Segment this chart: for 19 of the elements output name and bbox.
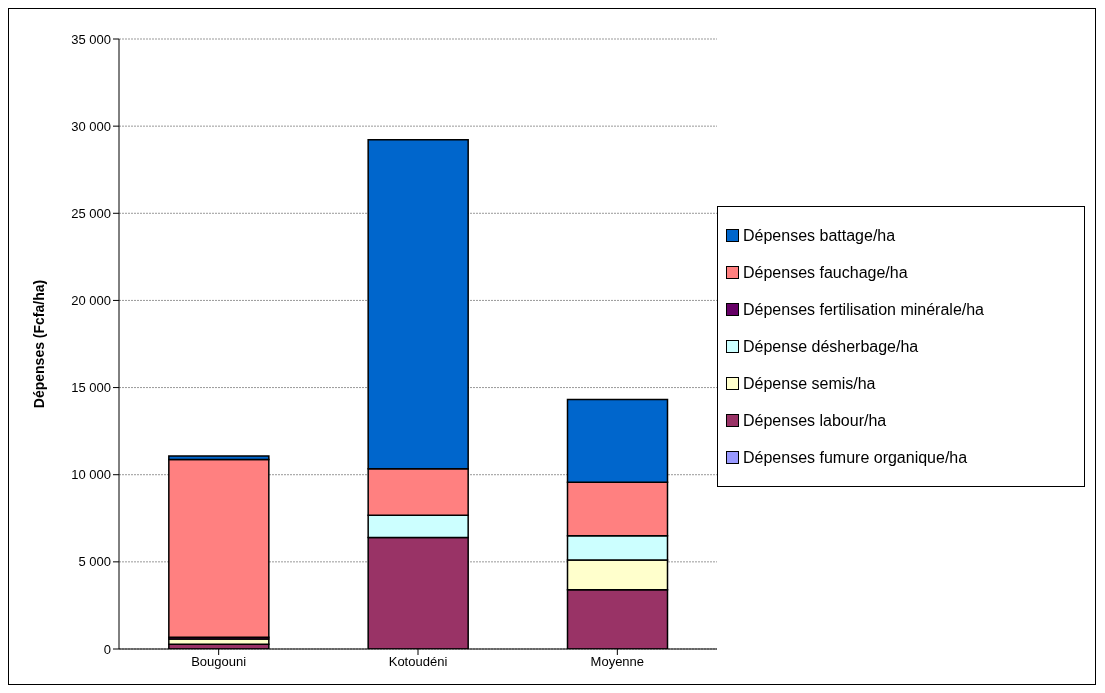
legend-label: Dépenses battage/ha [743,226,896,245]
x-tick-label: Kotoudéni [388,654,448,670]
y-tick-label: 5 000 [78,554,111,570]
legend-label: Dépenses labour/ha [743,411,887,430]
legend-label: Dépenses fumure organique/ha [743,448,968,467]
y-tick-label: 30 000 [71,118,111,134]
y-tick-label: 35 000 [71,31,111,47]
y-tick-label: 10 000 [71,467,111,483]
y-tick-label: 0 [103,641,111,657]
legend-label: Dépense semis/ha [743,374,876,393]
x-tick-label: Moyenne [590,654,645,670]
y-tick-label: 15 000 [71,380,111,396]
legend-label: Dépenses fauchage/ha [743,263,908,282]
legend-label: Dépenses fertilisation minérale/ha [743,300,985,319]
legend-label: Dépense désherbage/ha [743,337,919,356]
y-axis-title: Dépenses (Fcfa/ha) [30,279,47,409]
y-tick-label: 25 000 [71,205,111,221]
x-tick-label: Bougouni [191,654,247,670]
y-tick-label: 20 000 [71,293,111,309]
